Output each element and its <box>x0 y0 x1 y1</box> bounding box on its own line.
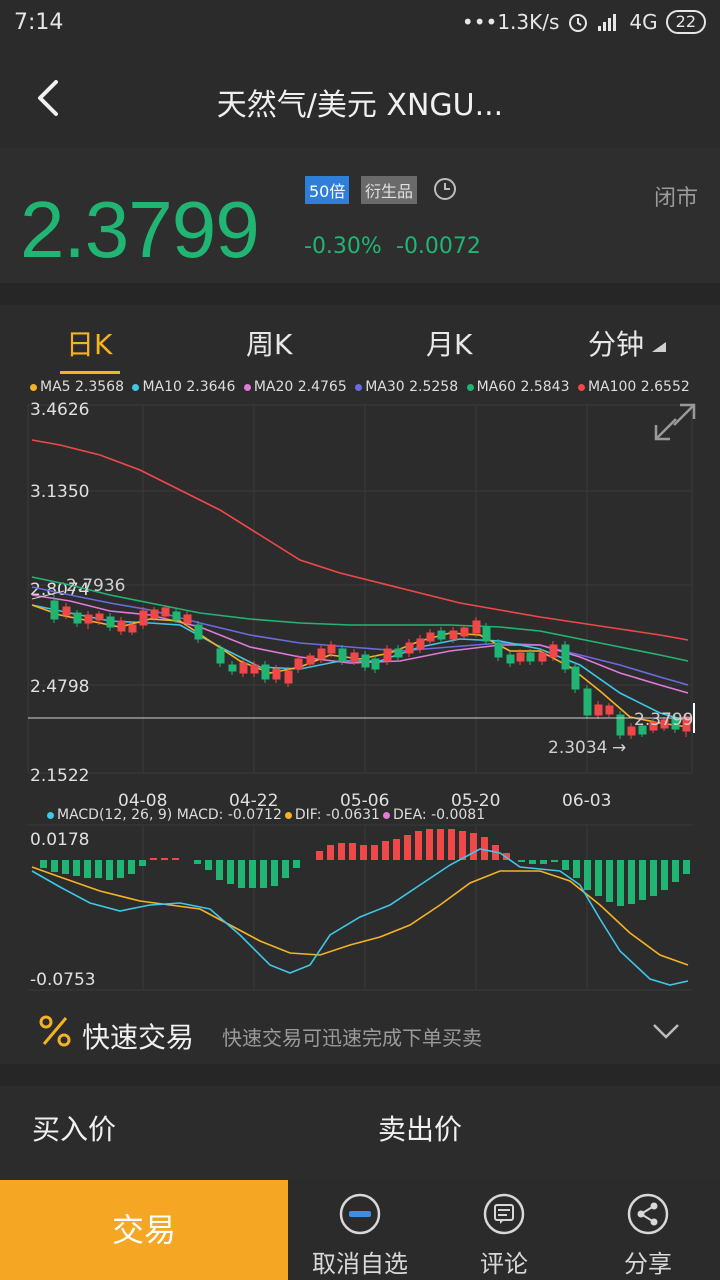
macd-legend: MACD(12, 26, 9) MACD: -0.0712 DIF: -0.063… <box>44 807 485 823</box>
quick-trade-description: 快速交易可迅速完成下单买卖 <box>222 1026 482 1050</box>
share-button[interactable]: 分享 <box>576 1180 720 1280</box>
price-axis-label: 3.1350 <box>30 482 89 502</box>
percent-icon <box>39 1015 71 1047</box>
price-panel: 买入价 卖出价 <box>0 1086 720 1180</box>
price-axis-label: 2.4798 <box>30 677 89 697</box>
battery-indicator: 22 <box>665 10 706 34</box>
unwatch-label: 取消自选 <box>312 1250 408 1278</box>
date-axis-label: 04-08 <box>118 791 167 811</box>
divider <box>0 283 720 305</box>
comment-label: 评论 <box>480 1250 528 1278</box>
ma30-line <box>31 586 689 686</box>
page-title: 天然气/美元 XNGU... <box>216 88 504 123</box>
status-time: 7:14 <box>14 10 64 35</box>
ma20-line <box>31 594 689 694</box>
ma-legend: MA5 2.3568 MA10 2.3646 MA20 2.4765 MA30 … <box>30 379 694 395</box>
trade-button[interactable]: 交易 <box>0 1180 288 1280</box>
sell-price-label: 卖出价 <box>378 1113 463 1146</box>
market-status: 闭市 <box>653 186 698 211</box>
ma60-line <box>31 576 689 662</box>
date-axis-label: 04-22 <box>229 791 278 811</box>
bottom-bar: 交易 取消自选 评论 分享 <box>0 1180 720 1280</box>
change-percent: -0.30% <box>304 234 382 259</box>
share-icon <box>627 1193 669 1235</box>
tab-minute[interactable]: 分钟 <box>588 323 668 363</box>
low-price-label: 2.3034 <box>548 738 607 758</box>
tab-month-k[interactable]: 月K <box>426 328 473 361</box>
alarm-icon <box>569 14 588 32</box>
ma10-legend: MA10 2.3646 <box>132 379 235 395</box>
quote-panel: 2.3799 50倍 衍生品 闭市 -0.30% -0.0072 <box>0 148 720 283</box>
macd-histogram <box>40 829 690 906</box>
quick-trade-title: 快速交易 <box>82 1021 195 1054</box>
ma30-legend: MA30 2.5258 <box>355 379 458 395</box>
dif-line <box>31 848 689 986</box>
dif-value: DIF: -0.0631 <box>294 807 380 823</box>
buy-price-label: 买入价 <box>32 1113 117 1146</box>
price-axis-label: 2.8074 <box>30 580 89 600</box>
last-price-label: 2.3799 <box>634 710 693 730</box>
change-value: -0.0072 <box>396 234 481 259</box>
ma5-legend: MA5 2.3568 <box>30 379 124 395</box>
date-axis-label: 06-03 <box>562 791 611 811</box>
ma20-legend: MA20 2.4765 <box>243 379 347 395</box>
macd-value: MACD: -0.0712 <box>176 807 282 823</box>
price-axis-label: 2.1522 <box>30 766 89 786</box>
comment-icon <box>483 1193 525 1235</box>
macd-axis-label: 0.0178 <box>30 830 89 850</box>
candles <box>50 595 691 739</box>
period-tabs: 日K 周K 月K 分钟 <box>0 323 720 383</box>
dea-value: DEA: -0.0081 <box>392 807 486 823</box>
ma100-line <box>31 439 689 641</box>
unwatch-button[interactable]: 取消自选 <box>288 1180 432 1280</box>
macd-title: MACD(12, 26, 9) <box>57 807 173 823</box>
clock-icon[interactable] <box>432 176 458 202</box>
low-price-arrow: → <box>612 738 626 758</box>
status-bar: 7:14 •••1.3K/s 4G 22 <box>0 0 720 48</box>
network-speed: •••1.3K/s <box>461 10 560 34</box>
price-axis-label: 3.4626 <box>30 400 89 420</box>
chart-panel: 日K 周K 月K 分钟 MA5 2.3568 MA10 2.3646 MA20 … <box>0 305 720 1065</box>
minus-circle-icon <box>339 1193 381 1235</box>
header: 天然气/美元 XNGU... <box>0 48 720 148</box>
date-axis-label: 05-20 <box>451 791 500 811</box>
status-right: •••1.3K/s 4G 22 <box>462 10 706 34</box>
fullscreen-icon <box>654 403 696 441</box>
active-tab-indicator <box>60 371 120 374</box>
derivative-badge: 衍生品 <box>361 176 418 204</box>
macd-axis-label: -0.0753 <box>30 970 96 990</box>
chevron-down-icon[interactable] <box>652 1022 680 1040</box>
leverage-badge: 50倍 <box>305 176 350 204</box>
ma60-legend: MA60 2.5843 <box>466 379 570 395</box>
current-price: 2.3799 <box>20 185 260 274</box>
quick-trade-row[interactable]: 快速交易 快速交易可迅速完成下单买卖 <box>0 1002 720 1064</box>
back-arrow-icon[interactable] <box>30 78 66 118</box>
share-label: 分享 <box>624 1250 672 1278</box>
tab-week-k[interactable]: 周K <box>246 328 293 361</box>
high-price-label: 2.7936 <box>66 576 125 596</box>
network-type: 4G <box>629 10 658 34</box>
comment-button[interactable]: 评论 <box>432 1180 576 1280</box>
divider <box>0 1064 720 1086</box>
ma100-legend: MA100 2.6552 <box>577 379 690 395</box>
signal-icon <box>598 14 617 31</box>
tab-day-k[interactable]: 日K <box>66 328 113 361</box>
date-axis-label: 05-06 <box>340 791 389 811</box>
caret-up-icon <box>652 342 667 352</box>
candlestick-chart[interactable]: 3.4626 3.1350 2.8074 2.4798 2.1522 <box>0 305 720 1065</box>
